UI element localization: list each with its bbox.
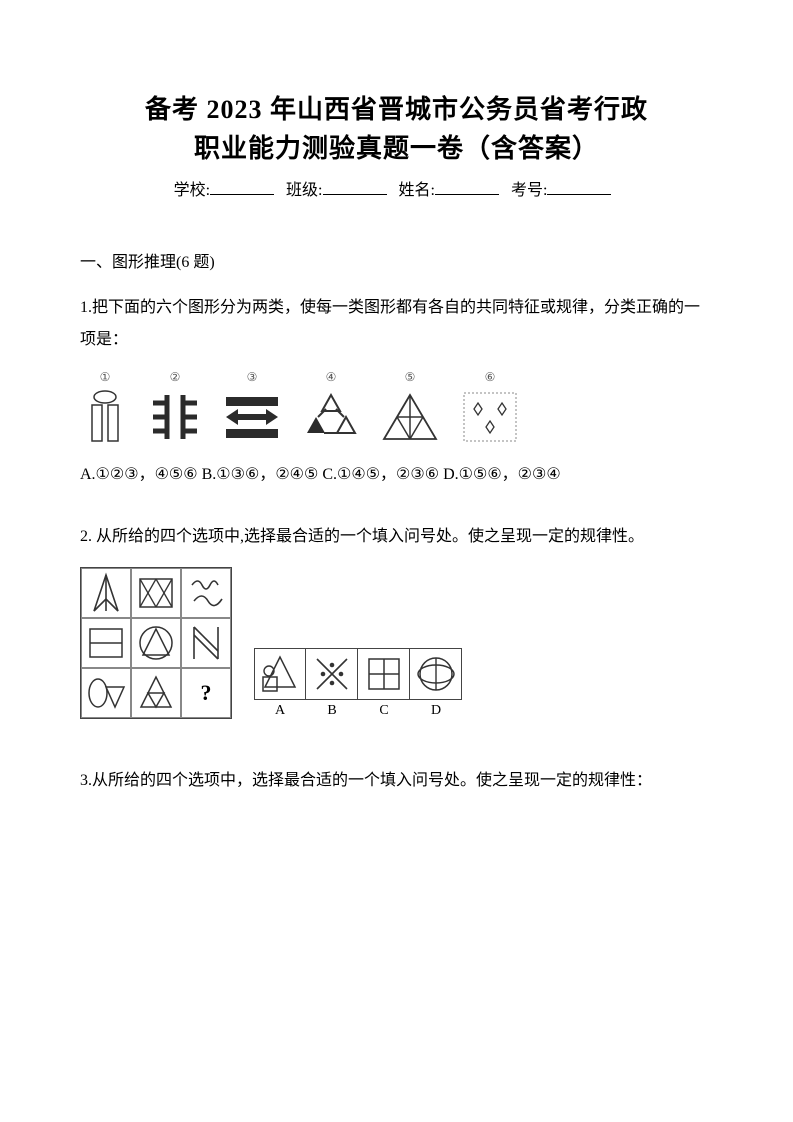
q1-figure-2: ② (148, 370, 202, 445)
q1-num-5: ⑤ (405, 370, 416, 385)
q2-option-d[interactable] (410, 648, 462, 700)
school-label: 学校: (174, 182, 210, 199)
q2-cell-1 (81, 568, 131, 618)
q2-option-c[interactable] (358, 648, 410, 700)
q1-figure-6: ⑥ (460, 370, 520, 445)
q2-cell-9: ? (181, 668, 231, 718)
class-blank[interactable] (323, 179, 387, 195)
q1-num-2: ② (170, 370, 181, 385)
title-line-2: 职业能力测验真题一卷（含答案） (80, 129, 713, 168)
q1-svg-5 (378, 389, 442, 445)
document-title: 备考 2023 年山西省晋城市公务员省考行政 职业能力测验真题一卷（含答案） (80, 90, 713, 168)
question-2-figures: ? A B C (80, 567, 713, 719)
q2-label-b: B (327, 703, 336, 719)
q2-cell-4 (81, 618, 131, 668)
question-1-text: 1.把下面的六个图形分为两类，使每一类图形都有各自的共同特征或规律，分类正确的一… (80, 292, 713, 356)
q2-cell-5 (131, 618, 181, 668)
question-1-figures: ① ② ③ ④ (80, 370, 713, 445)
name-blank[interactable] (435, 179, 499, 195)
title-line-1: 备考 2023 年山西省晋城市公务员省考行政 (80, 90, 713, 129)
section-1-title: 一、图形推理(6 题) (80, 248, 713, 272)
q1-svg-1 (80, 389, 130, 445)
q2-label-d: D (431, 703, 441, 719)
q2-cell-3 (181, 568, 231, 618)
q1-figure-4: ④ (302, 370, 360, 445)
class-label: 班级: (286, 182, 322, 199)
q2-cell-7 (81, 668, 131, 718)
q1-num-3: ③ (247, 370, 258, 385)
q1-figure-5: ⑤ (378, 370, 442, 445)
q2-grid: ? (80, 567, 232, 719)
q1-num-6: ⑥ (485, 370, 496, 385)
form-fields: 学校: 班级: 姓名: 考号: (80, 176, 713, 200)
q2-cell-2 (131, 568, 181, 618)
question-3-text: 3.从所给的四个选项中，选择最合适的一个填入问号处。使之呈现一定的规律性： (80, 765, 713, 797)
q1-figure-1: ① (80, 370, 130, 445)
q2-question-mark: ? (201, 680, 212, 706)
q1-num-4: ④ (326, 370, 337, 385)
q1-svg-4 (302, 389, 360, 445)
q2-option-a[interactable] (254, 648, 306, 700)
school-blank[interactable] (210, 179, 274, 195)
id-label: 考号: (511, 182, 547, 199)
q1-num-1: ① (100, 370, 111, 385)
question-2-text: 2. 从所给的四个选项中,选择最合适的一个填入问号处。使之呈现一定的规律性。 (80, 521, 713, 553)
name-label: 姓名: (399, 182, 435, 199)
q2-cell-8 (131, 668, 181, 718)
q2-options: A B C D (254, 648, 462, 719)
q2-option-b[interactable] (306, 648, 358, 700)
q1-svg-6 (460, 389, 520, 445)
q2-label-c: C (379, 703, 388, 719)
q2-label-a: A (275, 703, 285, 719)
q2-cell-6 (181, 618, 231, 668)
question-1-options: A.①②③，④⑤⑥ B.①③⑥，②④⑤ C.①④⑤，②③⑥ D.①⑤⑥，②③④ (80, 459, 713, 491)
q1-figure-3: ③ (220, 370, 284, 445)
id-blank[interactable] (547, 179, 611, 195)
q1-svg-2 (148, 389, 202, 445)
q1-svg-3 (220, 389, 284, 445)
